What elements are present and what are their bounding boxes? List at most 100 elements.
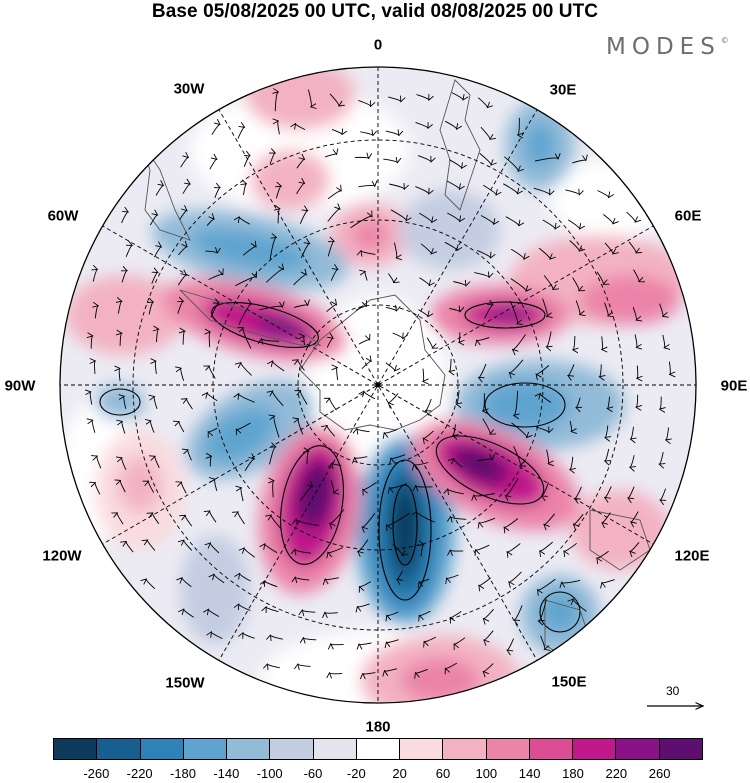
wind-vector — [273, 361, 285, 372]
lon-label-90w: 90W — [4, 377, 36, 395]
brand-mark: © — [720, 36, 729, 45]
wind-vector — [295, 124, 306, 131]
wind-vector — [628, 486, 635, 498]
wind-vector — [337, 367, 339, 381]
wind-vector — [125, 246, 132, 257]
wind-vector — [273, 391, 284, 407]
wind-vector — [483, 393, 485, 411]
wind-vector — [562, 579, 581, 583]
wind-vector — [446, 180, 460, 189]
colorbar-swatch — [226, 739, 270, 759]
wind-vector — [538, 247, 550, 259]
wind-vector — [385, 668, 398, 671]
wind-vector — [210, 303, 219, 318]
wind-vector — [184, 609, 194, 618]
colorbar-swatch — [615, 739, 659, 759]
wind-vector — [296, 183, 305, 195]
colorbar-tick-label: 140 — [518, 766, 541, 781]
wind-vector — [265, 544, 278, 554]
wind-vector — [415, 121, 428, 128]
wind-vector — [330, 398, 337, 411]
wind-vector — [573, 335, 575, 350]
wind-vector — [662, 334, 665, 348]
wind-vector — [449, 159, 461, 169]
wind-vector — [181, 482, 187, 494]
wind-vector — [307, 451, 309, 465]
wind-vector — [300, 391, 308, 405]
wind-vector — [296, 519, 320, 527]
wind-vector — [208, 274, 223, 281]
wind-vector — [240, 573, 251, 582]
wind-vector — [361, 361, 371, 370]
wind-vector — [514, 390, 518, 416]
colorbar-swatch — [572, 739, 616, 759]
wind-vector — [668, 361, 670, 375]
wind-vector — [597, 190, 609, 198]
wind-vector — [391, 454, 406, 459]
wind-vector — [241, 363, 252, 376]
wind-vector — [449, 309, 459, 312]
colorbar-tick-label: 100 — [475, 766, 498, 781]
wind-vector — [535, 427, 549, 433]
wind-vector — [602, 336, 603, 349]
wind-vector — [602, 512, 611, 523]
wind-vector — [331, 129, 342, 134]
colorbar-swatch — [485, 739, 529, 759]
wind-vector — [235, 277, 257, 287]
wind-vector — [117, 513, 124, 525]
wind-vector — [479, 577, 491, 585]
wind-vector — [390, 209, 406, 221]
wind-vector — [480, 126, 490, 139]
wind-vector — [414, 462, 429, 465]
wind-vector — [329, 673, 343, 674]
wind-vector — [265, 269, 283, 283]
wind-vector — [514, 605, 523, 620]
wind-vector — [210, 511, 217, 523]
wind-vector — [355, 157, 369, 158]
wind-vector — [605, 425, 608, 438]
contour-lines — [99, 301, 581, 633]
wind-vector — [211, 632, 223, 640]
wind-vector — [573, 599, 587, 612]
wind-vector — [569, 240, 580, 252]
wind-vector — [330, 269, 338, 281]
wind-vector — [505, 216, 519, 226]
wind-vector — [205, 251, 218, 253]
wind-vector — [327, 241, 334, 257]
wind-vector — [417, 155, 431, 162]
wind-vector — [476, 544, 490, 550]
wind-vector — [423, 368, 424, 382]
wind-vector — [509, 359, 524, 373]
wind-vector — [607, 396, 609, 409]
lon-label-120w: 120W — [42, 547, 82, 565]
wind-vector — [238, 512, 245, 525]
wind-vector — [507, 543, 521, 552]
wind-vector — [660, 488, 666, 500]
wind-vector — [119, 368, 120, 382]
wind-vector — [363, 672, 376, 674]
wind-vector — [243, 328, 252, 349]
colorbar-tick-label: 60 — [435, 766, 451, 781]
lon-label-180: 180 — [365, 718, 391, 736]
wind-vector — [182, 578, 192, 588]
wind-vector — [325, 612, 338, 613]
wind-vector — [208, 427, 218, 432]
wind-vector — [185, 515, 193, 527]
wind-vector — [302, 610, 316, 612]
wind-vector — [120, 480, 126, 493]
wind-vector — [416, 668, 428, 673]
colorbar-tick-label: 180 — [562, 766, 584, 781]
wind-vector — [298, 664, 311, 667]
wind-vector — [573, 513, 584, 524]
wind-vector — [149, 302, 153, 315]
colorbar-tick-label: 20 — [392, 766, 407, 781]
wind-vector — [148, 481, 154, 493]
wind-vector — [179, 211, 187, 220]
wind-vector — [637, 365, 638, 379]
wind-vector — [385, 307, 397, 311]
wind-vector — [155, 361, 157, 374]
wind-vector — [444, 241, 457, 250]
wind-vector — [118, 301, 122, 314]
wind-vector — [237, 127, 245, 139]
wind-vector — [542, 482, 550, 496]
